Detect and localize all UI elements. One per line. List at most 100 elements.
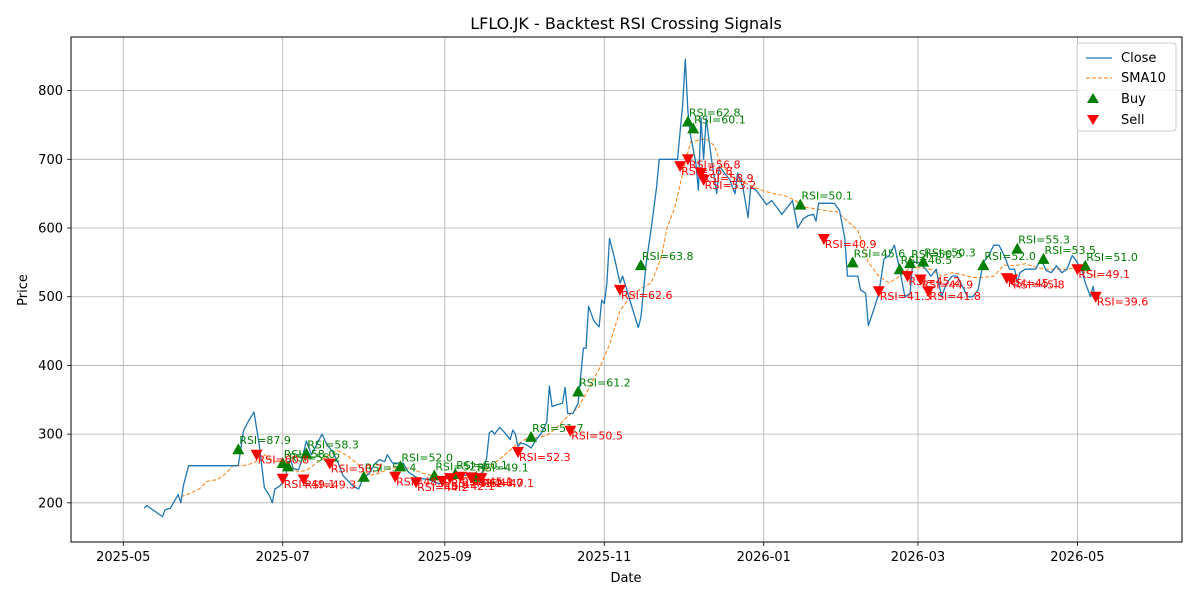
buy-signal-marker	[357, 470, 370, 482]
buy-signal-label: RSI=62.8	[689, 107, 741, 120]
sell-signal-label: RSI=49.1	[284, 478, 336, 491]
legend-buy-marker	[1087, 93, 1099, 103]
buy-signal-marker	[232, 443, 245, 455]
buy-signal-marker	[394, 460, 407, 472]
legend-buy-label: Buy	[1121, 92, 1146, 107]
y-tick-label: 400	[38, 359, 63, 374]
sell-signal-marker	[914, 274, 927, 286]
sell-signal-label: RSI=44.2	[417, 481, 469, 494]
buy-signal-label: RSI=52.0	[984, 250, 1036, 263]
buy-signal-label: RSI=54.4	[365, 462, 417, 475]
buy-signal-label: RSI=60.1	[694, 113, 746, 126]
buy-signal-marker	[681, 115, 694, 127]
sell-signal-label: RSI=49.3	[305, 478, 357, 491]
sell-signal-label: RSI=44.9	[922, 279, 974, 292]
buy-signal-marker	[794, 198, 807, 210]
y-tick-label: 500	[38, 290, 63, 305]
buy-signal-label: RSI=50.1	[456, 459, 508, 472]
buy-signal-label: RSI=63.8	[642, 250, 694, 263]
buy-signal-label: RSI=53.5	[1044, 244, 1096, 257]
sell-signal-marker	[323, 458, 336, 470]
y-tick-label: 600	[38, 222, 63, 237]
buy-signal-label: RSI=55.3	[1018, 234, 1070, 247]
buy-signal-marker	[977, 259, 990, 271]
sell-signal-label: RSI=39.6	[1097, 296, 1149, 309]
sell-signal-label: RSI=60.8	[258, 454, 310, 467]
buy-signal-marker	[572, 385, 585, 397]
legend-sma-label: SMA10	[1121, 71, 1166, 86]
buy-signal-label: RSI=50.1	[801, 190, 853, 203]
buy-signal-marker	[634, 259, 647, 271]
sell-signal-label: RSI=40.9	[825, 238, 877, 251]
legend-sell-marker	[1087, 115, 1099, 125]
x-tick-label: 2026-01	[737, 550, 791, 565]
sell-signal-label: RSI=43.2	[451, 477, 503, 490]
sell-signal-marker	[512, 446, 525, 458]
legend-close-label: Close	[1121, 51, 1156, 66]
buy-signal-label: RSI=61.2	[579, 377, 631, 390]
sell-signal-label: RSI=45.1	[462, 476, 514, 489]
sell-signal-marker	[697, 174, 710, 186]
sell-signal-marker	[1071, 264, 1084, 276]
legend-sell-label: Sell	[1121, 113, 1144, 128]
sell-signal-label: RSI=62.6	[621, 289, 673, 302]
y-tick-label: 300	[38, 428, 63, 443]
buy-signal-marker	[525, 430, 538, 442]
buy-signal-label: RSI=49.1	[477, 462, 529, 475]
buy-signal-marker	[1011, 242, 1024, 254]
buy-signal-label: RSI=87.9	[239, 434, 291, 447]
sell-signal-marker	[901, 271, 914, 283]
sell-signal-label: RSI=56.8	[681, 165, 733, 178]
buy-signal-label: RSI=45.6	[854, 247, 906, 260]
sell-signal-marker	[454, 471, 467, 483]
sell-signal-label: RSI=47.1	[482, 477, 534, 490]
sell-signal-marker	[564, 425, 577, 437]
tick-layer: 2025-05 2025-07 2025-09 2025-11 2026-01 2026-…	[38, 84, 1104, 565]
sell-signal-label: RSI=58.9	[702, 172, 754, 185]
buy-signal-marker	[281, 460, 294, 472]
x-axis-title: Date	[610, 571, 641, 586]
y-tick-label: 700	[38, 153, 63, 168]
buy-signal-marker	[846, 256, 859, 268]
y-axis-title: Price	[16, 274, 31, 306]
sell-signal-marker	[276, 473, 289, 485]
y-tick-label: 200	[38, 496, 63, 511]
sell-signal-label: RSI=50.5	[571, 430, 623, 443]
x-tick-label: 2025-11	[577, 550, 631, 565]
sell-signal-label: RSI=52.3	[519, 451, 571, 464]
sell-signal-marker	[613, 284, 626, 296]
x-tick-label: 2026-05	[1050, 550, 1104, 565]
series-layer	[143, 58, 1099, 518]
buy-signal-label: RSI=50.3	[924, 247, 976, 260]
x-tick-label: 2025-07	[256, 550, 310, 565]
buy-signal-label: RSI=52.0	[401, 451, 453, 464]
sell-signal-label: RSI=48.0	[472, 476, 524, 489]
legend: Close SMA10 Buy Sell	[1076, 42, 1177, 132]
x-tick-label: 2026-03	[891, 550, 945, 565]
buy-signal-marker	[1079, 259, 1092, 271]
sell-signal-marker	[410, 477, 423, 489]
sell-signal-label: RSI=41.8	[929, 290, 981, 303]
sell-signal-marker	[475, 473, 488, 485]
legend-box	[1076, 42, 1177, 132]
sell-signal-marker	[817, 234, 830, 245]
x-tick-label: 2025-05	[96, 550, 150, 565]
sell-signal-label: RSI=48.5	[396, 476, 448, 489]
chart-title: LFLO.JK - Backtest RSI Crossing Signals	[470, 14, 782, 33]
sell-signal-label: RSI=45.8	[1013, 279, 1065, 292]
buy-signal-marker	[687, 122, 700, 134]
sell-signal-marker	[297, 474, 310, 486]
sell-signal-marker	[1006, 274, 1019, 286]
buy-signal-label: RSI=58.3	[307, 438, 359, 451]
sell-signal-marker	[464, 472, 477, 484]
x-tick-label: 2025-09	[418, 550, 472, 565]
y-tick-label: 800	[38, 84, 63, 99]
sell-signal-marker	[922, 286, 935, 298]
close-price-line	[143, 58, 1097, 518]
sell-signal-label: RSI=49.1	[1078, 268, 1130, 281]
sell-signal-label: RSI=41.3	[880, 290, 932, 303]
buy-signal-marker	[1037, 252, 1050, 264]
sell-signal-marker	[872, 286, 885, 298]
